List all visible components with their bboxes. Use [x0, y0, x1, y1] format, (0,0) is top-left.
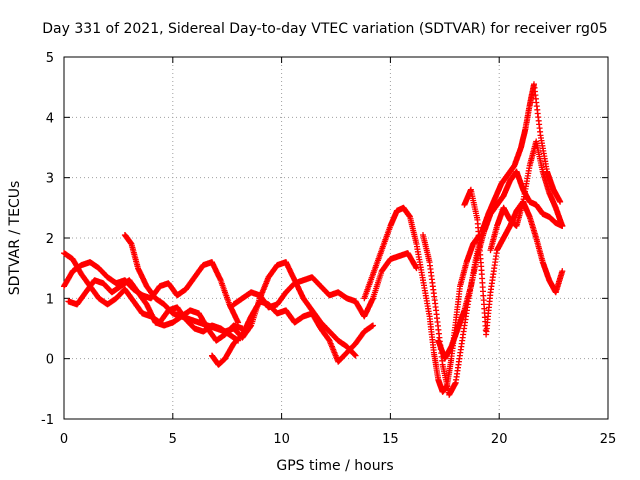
point-markers: [230, 250, 420, 320]
x-tick-label: 25: [600, 432, 617, 447]
y-tick-label: -1: [41, 413, 54, 428]
x-tick-label: 5: [169, 432, 177, 447]
series-track-4: [121, 232, 359, 359]
grid-lines: [64, 57, 608, 419]
y-tick-label: 5: [46, 51, 54, 66]
series-track-11: [487, 138, 566, 254]
x-tick-label: 20: [491, 432, 508, 447]
series-track-3: [65, 277, 246, 344]
x-tick-label: 0: [60, 432, 68, 447]
data-points: [61, 81, 566, 398]
series-track-10: [461, 186, 566, 338]
x-tick-label: 15: [382, 432, 399, 447]
point-markers: [65, 277, 246, 344]
x-tick-label: 10: [273, 432, 290, 447]
y-axis-label: SDTVAR / TECUs: [7, 181, 23, 296]
chart-title: Day 331 of 2021, Sidereal Day-to-day VTE…: [42, 21, 607, 37]
x-axis-label: GPS time / hours: [276, 458, 393, 474]
axis-ticks: 0 5 10 15 20 25 -1 0 1 2 3 4 5: [41, 51, 616, 447]
y-tick-label: 4: [46, 111, 54, 126]
y-tick-label: 1: [46, 292, 54, 307]
y-tick-label: 0: [46, 353, 54, 368]
series-track-6: [230, 250, 420, 320]
point-markers: [487, 138, 566, 254]
point-markers: [121, 232, 359, 359]
point-markers: [461, 186, 566, 338]
y-tick-label: 2: [46, 232, 54, 247]
y-tick-label: 3: [46, 172, 54, 187]
